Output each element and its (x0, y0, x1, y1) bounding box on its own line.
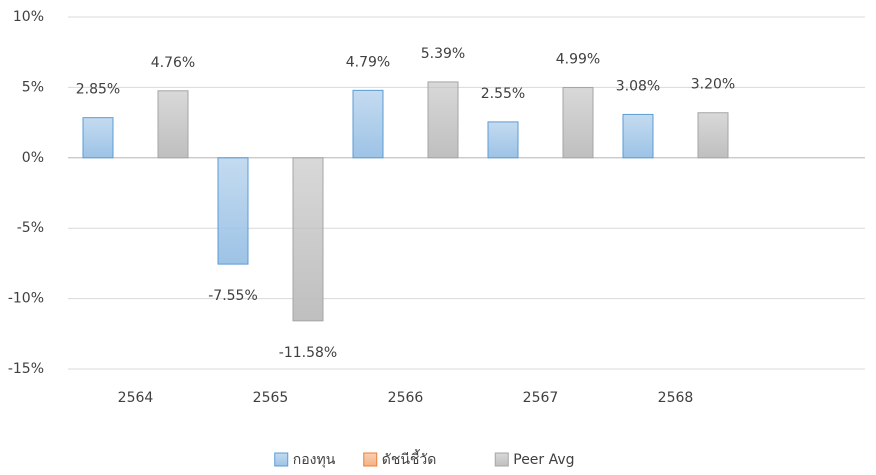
legend-swatch (494, 452, 509, 467)
bar (292, 157, 324, 322)
bar (352, 89, 384, 159)
legend-label: ดัชนีชี้วัด (382, 449, 437, 468)
data-label: 5.39% (421, 46, 465, 62)
y-tick-label: -10% (8, 291, 44, 307)
data-label: 3.20% (691, 77, 735, 93)
x-tick-label: 2568 (658, 390, 694, 406)
bar (427, 81, 459, 159)
data-label: -7.55% (208, 288, 258, 304)
data-label: 4.99% (556, 52, 600, 68)
x-tick-label: 2564 (118, 390, 154, 406)
y-tick-label: -15% (8, 361, 44, 377)
bar (82, 117, 114, 159)
bar (487, 121, 519, 159)
data-label: 2.55% (481, 86, 525, 102)
legend-swatch (274, 452, 289, 467)
bar (157, 90, 189, 159)
x-tick-label: 2565 (253, 390, 289, 406)
legend-swatch (363, 452, 378, 467)
y-tick-label: -5% (17, 220, 44, 236)
legend-label: กองทุน (293, 452, 336, 468)
data-label: -11.58% (279, 345, 337, 361)
x-tick-label: 2566 (388, 390, 424, 406)
data-label: 3.08% (616, 78, 660, 94)
y-tick-label: 10% (13, 9, 44, 25)
bar (622, 113, 654, 159)
y-tick-label: 0% (22, 150, 44, 166)
bar (697, 112, 729, 159)
y-tick-label: 5% (22, 79, 44, 95)
data-label: 4.76% (151, 55, 195, 71)
x-tick-label: 2567 (523, 390, 559, 406)
legend-label: Peer Avg (513, 452, 574, 468)
bar (217, 157, 249, 265)
data-label: 2.85% (76, 82, 120, 98)
data-label: 4.79% (346, 54, 390, 70)
bar (562, 87, 594, 159)
